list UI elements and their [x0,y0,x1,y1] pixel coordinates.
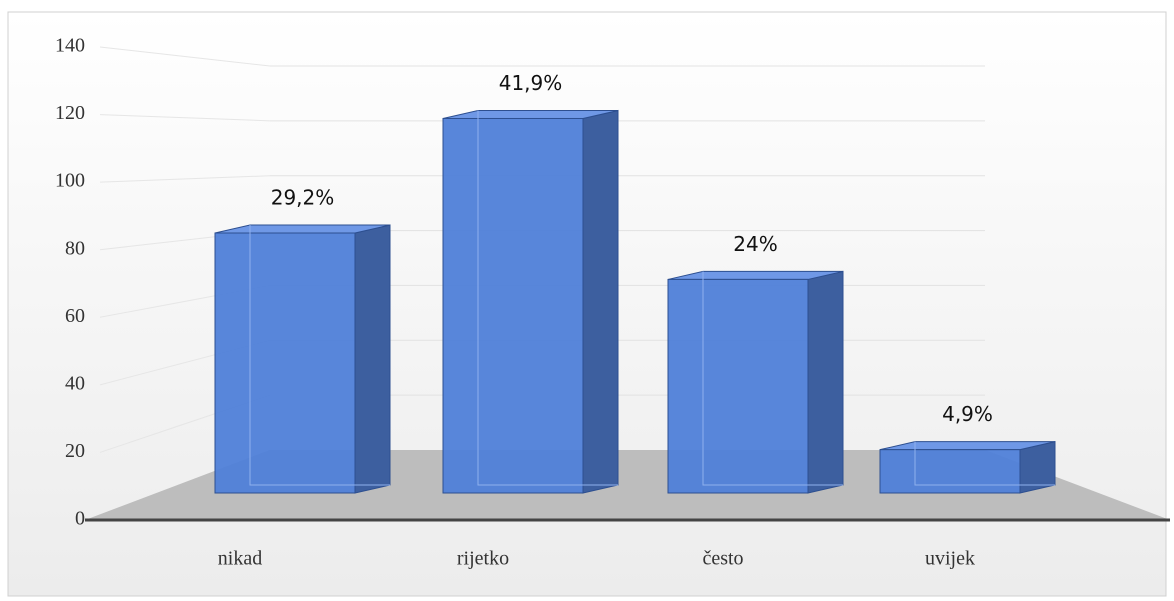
data-label: 24% [733,232,777,256]
y-tick-label: 80 [65,237,85,259]
bar-edge [477,110,618,486]
y-tick-label: 40 [65,372,85,394]
bar-front [214,232,356,494]
x-tick-label: nikad [218,548,262,570]
y-tick-label: 120 [55,102,85,124]
y-tick-label: 100 [55,170,85,192]
y-tick-label: 0 [75,508,85,530]
bar [442,109,619,494]
bar-side [582,109,619,494]
data-label: 41,9% [499,71,563,95]
bar-edge [702,271,843,486]
bar-front [667,278,809,494]
y-tick-label: 60 [65,305,85,327]
x-tick-label: rijetko [457,548,509,570]
x-tick-label: često [702,548,743,570]
bar-side [354,224,391,494]
bar-front [879,449,1021,494]
grid-line [99,114,271,122]
bar-side [807,270,844,494]
grid-line [99,46,271,67]
bar-edge [914,441,1055,486]
data-label: 4,9% [942,402,993,426]
bar [214,224,391,494]
bar [879,441,1056,494]
x-tick-label: uvijek [925,548,975,570]
grid-line [99,175,271,183]
data-label: 29,2% [271,186,335,210]
bar-front [442,117,584,494]
bar [667,270,844,494]
bar-edge [249,225,390,486]
y-tick-label: 140 [55,35,85,57]
y-tick-label: 20 [65,440,85,462]
